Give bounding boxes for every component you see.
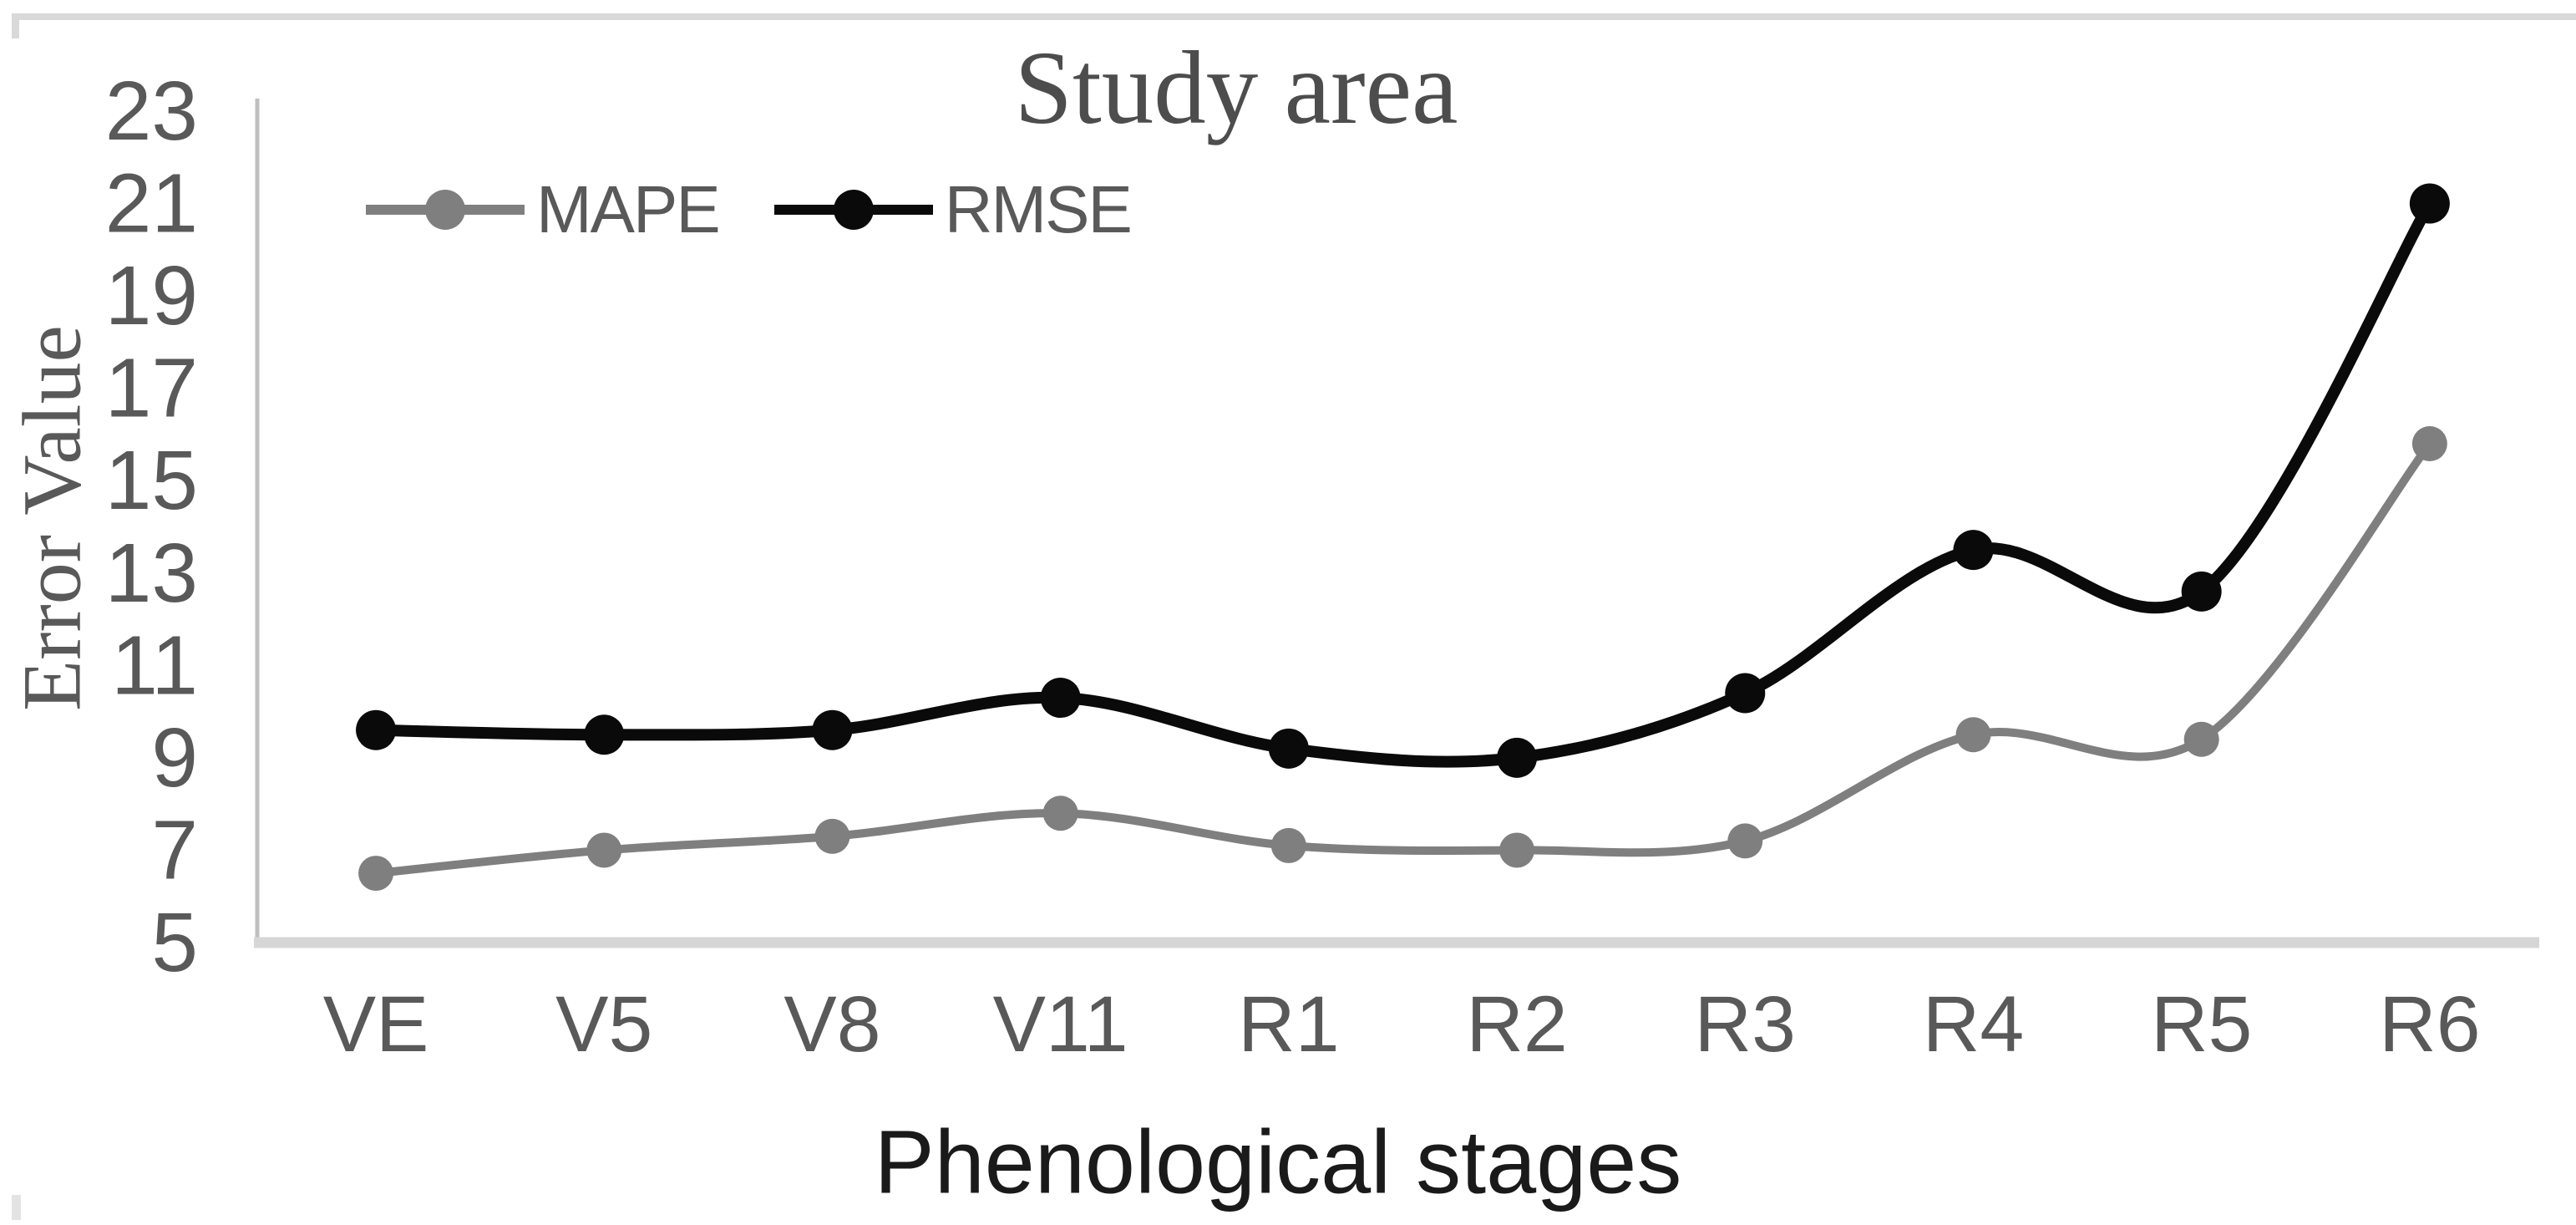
y-tick-label: 23: [105, 64, 198, 158]
y-tick-label: 11: [111, 618, 198, 712]
rmse-data-point-marker: [1497, 737, 1538, 778]
x-tick-label: V5: [555, 980, 652, 1069]
rmse-data-point-marker: [1040, 678, 1081, 719]
mape-data-point-marker: [586, 832, 622, 868]
y-tick-label: 13: [105, 526, 198, 620]
rmse-data-point-marker: [584, 714, 625, 755]
rmse-data-point-marker: [812, 709, 853, 750]
rmse-data-point-marker: [2181, 571, 2222, 612]
x-tick-label: V11: [993, 980, 1128, 1069]
y-tick-label: 21: [105, 157, 198, 251]
mape-series-marker-icon: [366, 185, 525, 235]
mape-data-point-marker: [1270, 827, 1306, 863]
rmse-data-point-marker: [1953, 530, 1994, 571]
legend-label-rmse: RMSE: [944, 172, 1133, 247]
legend-entry-rmse: RMSE: [773, 171, 1133, 248]
frame-left-stub-top: [12, 13, 19, 38]
mape-data-point-marker: [814, 818, 850, 854]
frame-top-border: [12, 13, 2576, 20]
chart-title: Study area: [1014, 31, 1458, 146]
y-tick-label: 5: [151, 896, 198, 989]
legend-label-mape: MAPE: [536, 172, 721, 247]
x-tick-label: R4: [1923, 980, 2024, 1069]
y-tick-label: 17: [105, 342, 198, 435]
legend: MAPE RMSE: [366, 171, 1133, 248]
x-tick-label: R1: [1238, 980, 1339, 1069]
rmse-series-marker-icon: [773, 185, 933, 235]
y-tick-label: 9: [151, 711, 198, 805]
x-tick-label: VE: [323, 980, 429, 1069]
rmse-series-line: [370, 197, 2436, 768]
mape-data-point-marker: [1727, 823, 1763, 859]
rmse-data-point-marker: [356, 709, 397, 750]
mape-data-point-marker: [358, 856, 394, 892]
mape-data-point-marker: [2411, 426, 2447, 461]
frame-left-stub-bottom: [12, 1195, 21, 1220]
mape-data-point-marker: [2183, 721, 2219, 757]
legend-entry-mape: MAPE: [366, 171, 721, 248]
mape-data-point-marker: [1499, 832, 1535, 868]
y-tick-label: 7: [151, 803, 198, 897]
y-tick-label: 15: [105, 434, 198, 527]
rmse-data-point-marker: [1268, 728, 1309, 769]
x-tick-label: R6: [2379, 980, 2480, 1069]
mape-data-point-marker: [1955, 717, 1991, 753]
mape-data-point-marker: [1042, 795, 1078, 831]
rmse-data-point-marker: [1725, 673, 1766, 714]
x-axis-title: Phenological stages: [874, 1111, 1682, 1212]
mape-series-line: [372, 440, 2434, 878]
x-tick-label: R2: [1466, 980, 1567, 1069]
x-tick-label: R3: [1695, 980, 1796, 1069]
y-tick-label: 19: [105, 249, 198, 343]
rmse-data-point-marker: [2409, 183, 2450, 224]
x-tick-label: R5: [2151, 980, 2252, 1069]
x-tick-label: V8: [783, 980, 880, 1069]
